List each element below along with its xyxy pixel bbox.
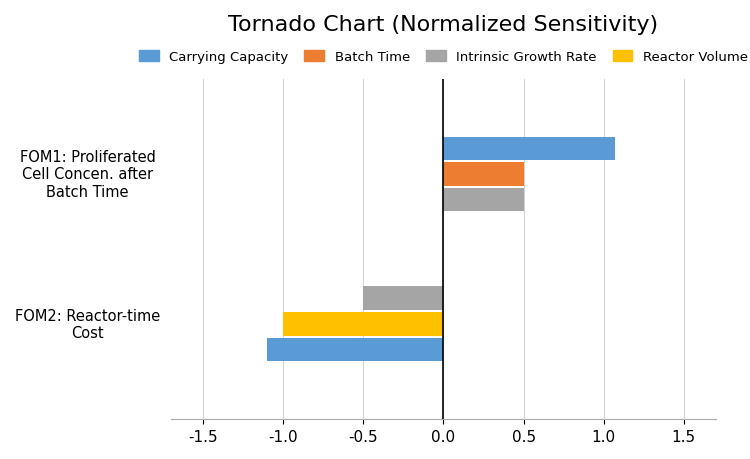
Title: Tornado Chart (Normalized Sensitivity): Tornado Chart (Normalized Sensitivity) bbox=[228, 15, 658, 35]
Legend: Carrying Capacity, Batch Time, Intrinsic Growth Rate, Reactor Volume: Carrying Capacity, Batch Time, Intrinsic… bbox=[134, 45, 750, 69]
Bar bbox=[443, 137, 615, 161]
Bar bbox=[267, 338, 443, 362]
Bar bbox=[443, 163, 524, 186]
Bar bbox=[363, 287, 443, 311]
Bar bbox=[284, 312, 443, 336]
Bar bbox=[443, 188, 524, 212]
